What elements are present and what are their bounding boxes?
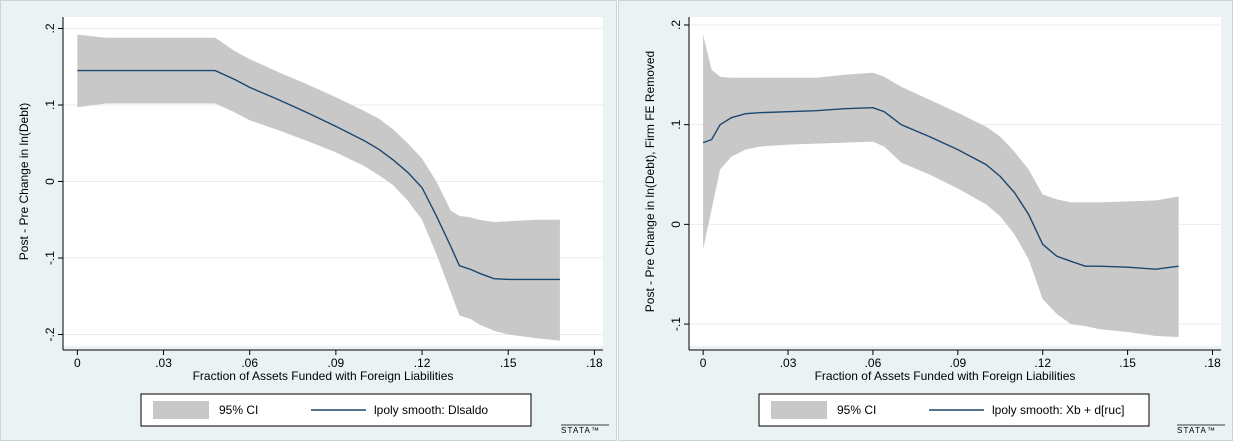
y-axis-title: Post - Pre Change in ln(Debt) [17,103,31,260]
x-tick-label: 0 [74,356,81,370]
y-tick-label: -.1 [669,317,683,331]
legend-ci-swatch [771,401,827,419]
x-tick-label: .18 [586,356,603,370]
x-tick-label: .03 [155,356,172,370]
x-tick-label: .06 [241,356,258,370]
legend-label-ci: 95% CI [219,403,258,417]
smooth-line [77,69,560,281]
stata-watermark: STATA™ [561,426,600,435]
x-tick-label: .09 [328,356,345,370]
ci-band [77,34,560,341]
y-tick-label: 0 [43,178,57,185]
chart-panel-left: 0 .03 .06 .09 .12 .15 .18 -.2 -.1 0 .1 .2 Fraction o… [0,0,617,441]
y-tick-label: .2 [669,20,683,30]
y-tick-label: 0 [669,221,683,228]
y-axis-title: Post - Pre Change in ln(Debt), Firm FE R… [643,51,657,312]
legend-label-smooth: lpoly smooth: Xb + d[ruc] [992,403,1124,417]
x-tick-label: .12 [414,356,431,370]
chart-left: 0 .03 .06 .09 .12 .15 .18 -.2 -.1 0 .1 .2 Fraction o… [17,17,609,435]
y-tick-label: .2 [43,23,57,33]
y-tick-label: -.1 [43,251,57,265]
smooth-line [702,106,1179,270]
x-tick-label: .06 [865,356,882,370]
x-axis-title: Fraction of Assets Funded with Foreign L… [815,369,1076,383]
x-axis-title: Fraction of Assets Funded with Foreign L… [193,369,454,383]
x-tick-label: 0 [700,356,707,370]
legend-ci-swatch [153,401,209,419]
legend-label-ci: 95% CI [837,403,876,417]
x-tick-label: .18 [1204,356,1221,370]
x-tick-label: .15 [500,356,517,370]
x-tick-label: .15 [1119,356,1136,370]
y-tick-label: .1 [669,119,683,129]
x-tick-label: .03 [780,356,797,370]
stata-watermark: STATA™ [1177,426,1216,435]
legend-label-smooth: lpoly smooth: Dlsaldo [374,403,488,417]
x-tick-label: .09 [949,356,966,370]
y-tick-label: -.2 [43,327,57,341]
chart-right: 0 .03 .06 .09 .12 .15 .18 -.1 0 .1 .2 Fraction of A… [643,17,1225,435]
x-tick-label: .12 [1034,356,1051,370]
chart-panel-right: 0 .03 .06 .09 .12 .15 .18 -.1 0 .1 .2 Fraction of A… [618,0,1233,441]
y-tick-label: .1 [43,100,57,110]
